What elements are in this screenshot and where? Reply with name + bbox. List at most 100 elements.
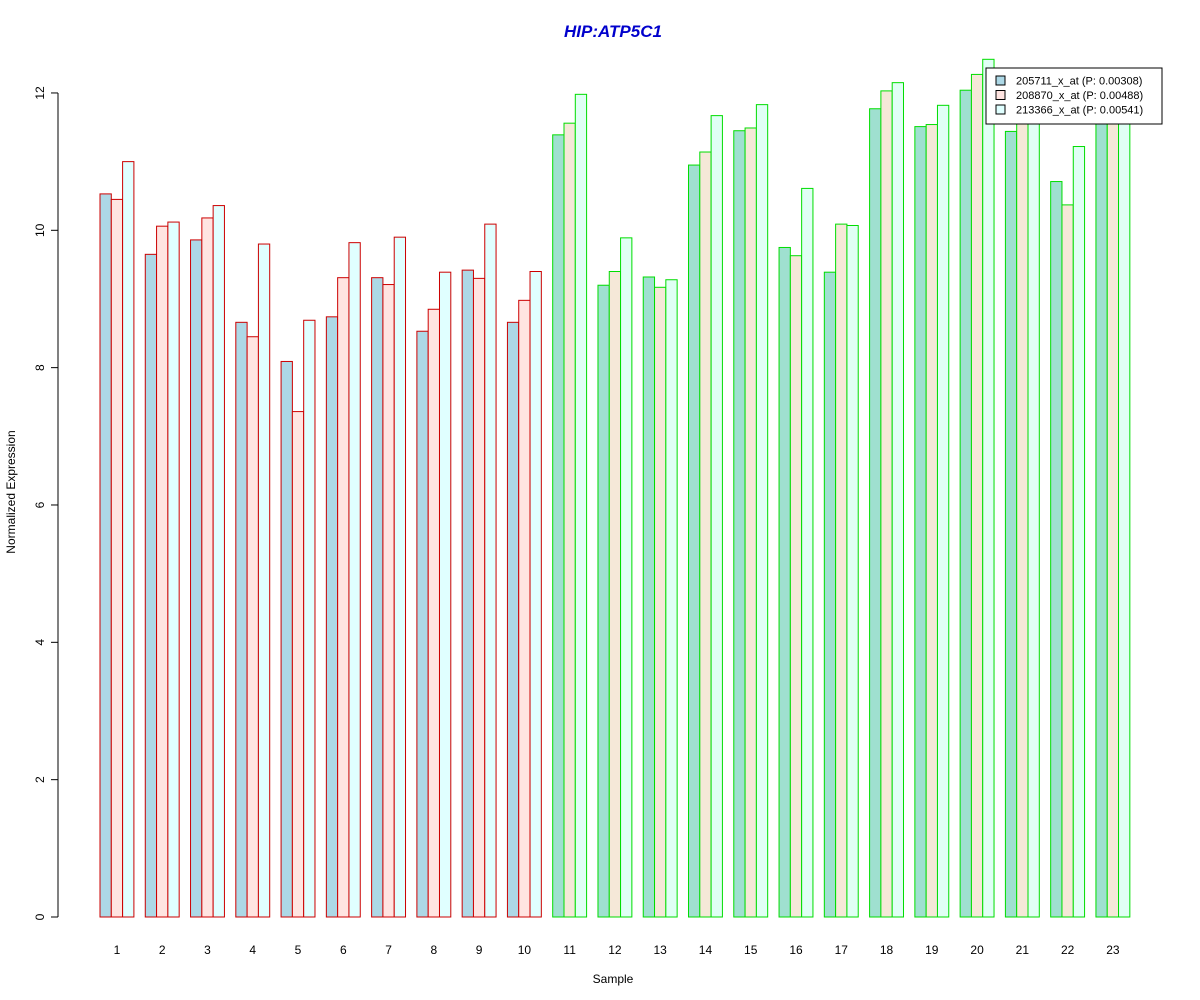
legend-label: 205711_x_at (P: 0.00308) [1016,76,1142,88]
x-tick-label: 16 [789,943,803,957]
bar-18-series-3 [891,82,904,918]
x-tick-label: 6 [340,943,347,957]
bar-1-series-3 [122,161,135,918]
bar-10-series-2 [518,299,531,918]
chart-title: HIP:ATP5C1 [564,22,662,41]
y-tick-label: 2 [33,776,47,783]
bar-19-series-3 [936,104,950,918]
x-tick-label: 9 [476,943,483,957]
x-tick-label: 17 [835,943,849,957]
bar-1-series-2 [110,198,124,918]
x-axis-tick-labels: 1 2 3 4 5 6 7 8 9 10 11 12 13 14 15 16 17 18 19 20 21 22 23 [114,943,1120,957]
bar-4-series-2 [246,336,259,918]
y-tick-label: 8 [33,364,47,371]
bar-4-series-3 [257,243,271,918]
bar-23-series-1 [1095,113,1108,918]
x-tick-label: 1 [114,943,121,957]
bar-4-series-1 [235,321,248,918]
bar-16-series-2 [789,255,803,918]
bar-14-series-3 [710,115,723,918]
y-tick-label: 10 [33,223,47,237]
bar-16-series-3 [801,187,814,918]
bar-11-series-3 [574,93,588,918]
bar-21-series-2 [1016,113,1029,918]
bar-15-series-3 [755,104,769,918]
bar-2-series-1 [144,253,158,918]
bar-18-series-1 [869,108,882,918]
y-tick-label: 6 [33,501,47,508]
bar-7-series-2 [382,284,395,918]
bar-12-series-3 [620,237,633,918]
bars-group [99,58,1131,918]
x-axis-label: Sample [593,972,634,986]
x-tick-label: 22 [1061,943,1075,957]
bar-12-series-1 [597,284,610,918]
bar-6-series-3 [348,242,361,918]
bar-20-series-1 [959,89,972,918]
bar-8-series-1 [416,330,429,918]
bar-18-series-2 [880,90,893,918]
y-tick-label: 4 [33,639,47,646]
bar-23-series-2 [1106,113,1120,918]
bar-13-series-3 [665,279,678,918]
bar-8-series-3 [438,271,452,918]
bar-23-series-3 [1118,113,1131,918]
bar-3-series-1 [190,239,203,918]
x-tick-label: 21 [1016,943,1030,957]
bar-6-series-1 [325,316,339,918]
bar-11-series-1 [552,134,565,918]
bar-13-series-1 [642,276,656,918]
bar-1-series-1 [99,193,112,918]
bar-12-series-2 [608,271,622,918]
legend-label: 213366_x_at (P: 0.00541) [1016,105,1143,117]
bar-22-series-1 [1050,181,1063,918]
legend-box [985,67,1163,125]
x-tick-label: 12 [608,943,622,957]
legend-swatch [995,104,1006,115]
bar-22-series-2 [1061,204,1074,918]
y-axis-label: Normalized Expression [4,430,18,553]
legend: 205711_x_at (P: 0.00308) 208870_x_at (P: … [985,67,1163,125]
x-tick-label: 2 [159,943,166,957]
bar-3-series-3 [212,205,225,918]
bar-3-series-2 [201,217,214,918]
x-tick-label: 19 [925,943,939,957]
x-tick-label: 3 [204,943,211,957]
bar-7-series-3 [393,236,407,918]
x-tick-label: 11 [563,943,576,957]
bar-15-series-2 [744,127,757,918]
bar-5-series-2 [291,411,305,918]
x-tick-label: 10 [518,943,532,957]
bar-17-series-1 [823,271,837,918]
bar-17-series-3 [846,224,859,918]
x-tick-label: 13 [654,943,668,957]
x-tick-label: 8 [430,943,437,957]
y-tick-label: 12 [33,86,47,100]
bar-8-series-2 [427,308,440,918]
bar-21-series-3 [1027,113,1040,918]
x-tick-label: 23 [1106,943,1120,957]
bar-5-series-3 [303,319,316,918]
bar-2-series-3 [167,221,180,918]
x-tick-label: 14 [699,943,713,957]
bar-6-series-2 [337,277,350,918]
bar-17-series-2 [835,223,848,918]
bar-2-series-2 [156,225,169,918]
x-tick-label: 18 [880,943,894,957]
bar-5-series-1 [280,360,293,918]
bar-9-series-1 [461,269,474,918]
bar-9-series-3 [484,223,497,918]
bar-9-series-2 [472,277,486,918]
bar-21-series-1 [1004,130,1018,918]
legend-label: 208870_x_at (P: 0.00488) [1016,90,1143,102]
legend-swatch [995,90,1006,100]
y-tick-label: 0 [33,913,47,920]
bar-11-series-2 [563,122,576,918]
x-tick-label: 15 [744,943,758,957]
bar-14-series-2 [699,151,712,918]
bar-13-series-2 [654,286,667,918]
bar-14-series-1 [688,164,701,918]
x-tick-label: 4 [249,943,256,957]
bar-10-series-1 [506,321,520,918]
